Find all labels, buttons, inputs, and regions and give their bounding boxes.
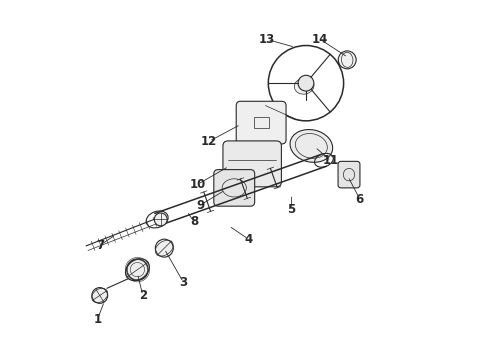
Text: 1: 1 xyxy=(93,313,101,327)
FancyBboxPatch shape xyxy=(214,170,255,206)
Text: 12: 12 xyxy=(201,135,217,148)
Bar xyxy=(254,117,269,129)
FancyBboxPatch shape xyxy=(236,101,286,144)
Text: 5: 5 xyxy=(288,203,296,216)
Circle shape xyxy=(126,259,148,280)
Text: 4: 4 xyxy=(245,233,253,246)
Circle shape xyxy=(154,213,167,226)
Text: 10: 10 xyxy=(190,178,206,191)
Text: 11: 11 xyxy=(323,154,339,167)
Text: 14: 14 xyxy=(312,33,328,46)
Circle shape xyxy=(298,75,314,91)
Text: 3: 3 xyxy=(179,276,187,289)
Text: 13: 13 xyxy=(259,33,275,46)
Circle shape xyxy=(155,239,173,257)
Text: 2: 2 xyxy=(139,289,147,302)
Ellipse shape xyxy=(294,78,314,94)
FancyBboxPatch shape xyxy=(338,161,360,188)
Text: 9: 9 xyxy=(196,199,204,212)
Text: 7: 7 xyxy=(96,239,104,252)
Text: 6: 6 xyxy=(356,193,364,206)
Circle shape xyxy=(338,51,356,69)
Ellipse shape xyxy=(290,130,333,162)
Circle shape xyxy=(92,288,108,303)
Text: 8: 8 xyxy=(190,215,198,229)
FancyBboxPatch shape xyxy=(223,141,281,187)
